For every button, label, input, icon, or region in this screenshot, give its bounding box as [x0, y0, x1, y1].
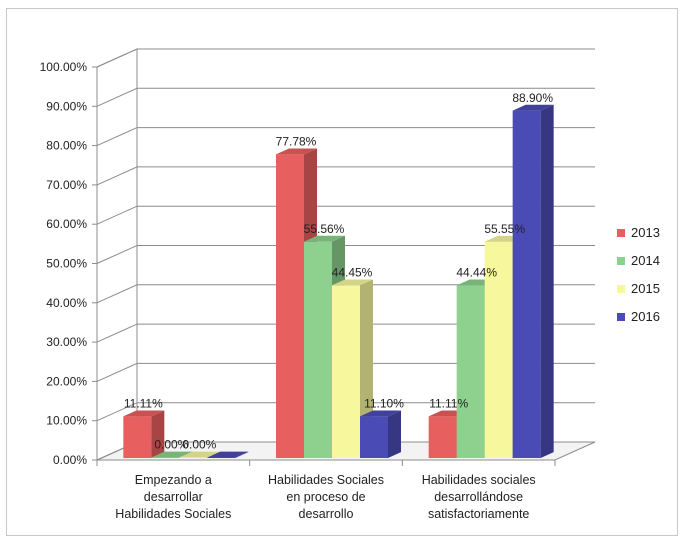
- data-label: 11.11%: [429, 396, 468, 410]
- bar-front: [512, 110, 541, 459]
- legend-swatch-2015: [617, 285, 625, 293]
- bar-side: [388, 410, 401, 458]
- y-tick-label: 0.00%: [53, 453, 87, 467]
- y-tick-label: 30.00%: [46, 335, 87, 349]
- y-tick-label: 20.00%: [46, 374, 87, 388]
- x-category-label: Empezando a: [135, 473, 212, 487]
- bar-top: [179, 451, 221, 458]
- gridline: [96, 284, 595, 304]
- bar-top: [512, 104, 554, 111]
- gridline: [96, 166, 595, 186]
- chart-svg: 0.00% 10.00% 20.00% 30.00% 40.00% 50.00% 60.00…: [40, 48, 660, 521]
- bar-top: [151, 451, 193, 458]
- bar-front: [151, 457, 180, 458]
- y-tick-label: 10.00%: [46, 414, 87, 428]
- legend-swatch-2014: [617, 257, 625, 265]
- bar-front: [179, 457, 208, 458]
- data-label: 77.78%: [276, 134, 317, 148]
- y-tick-label: 60.00%: [46, 217, 87, 231]
- y-tick-label: 50.00%: [46, 257, 87, 271]
- legend-swatch-2016: [617, 313, 625, 321]
- gridline: [96, 402, 595, 422]
- data-label: 88.90%: [512, 91, 553, 105]
- x-category-label: satisfactoriamente: [428, 507, 529, 521]
- bars: [123, 104, 554, 459]
- bar-front: [428, 416, 457, 458]
- data-label: 55.56%: [304, 222, 345, 236]
- x-category-label: Habilidades Sociales: [115, 507, 231, 521]
- y-axis: 0.00% 10.00% 20.00% 30.00% 40.00% 50.00% 60.00…: [40, 60, 97, 467]
- bar-side: [151, 410, 165, 458]
- y-tick-label: 70.00%: [46, 178, 87, 192]
- bar-front: [123, 416, 152, 458]
- y-tick-label: 80.00%: [46, 139, 87, 153]
- bar-side: [235, 451, 249, 458]
- gridline: [96, 48, 595, 68]
- bar-front: [207, 457, 236, 458]
- bar-top: [207, 451, 249, 458]
- data-label: 11.11%: [124, 396, 163, 410]
- y-tick-label: 100.00%: [40, 60, 88, 74]
- gridline: [96, 205, 595, 225]
- x-category-label: desarrollar: [144, 490, 203, 504]
- bar-2016-3: [512, 104, 554, 459]
- x-category-label: en proceso de: [286, 490, 365, 504]
- legend-label: 2014: [631, 253, 660, 268]
- bar-top: [360, 410, 401, 417]
- gridline: [96, 87, 595, 107]
- x-category-label: Habilidades sociales: [422, 473, 536, 487]
- gridlines: [96, 48, 595, 461]
- bar-front: [304, 241, 332, 458]
- legend: 2013 2014 2015 2016: [617, 225, 660, 324]
- x-category-label: Habilidades Sociales: [268, 473, 384, 487]
- gridline: [96, 362, 595, 382]
- gridline: [96, 245, 595, 264]
- bar-top: [332, 279, 373, 286]
- x-category-label: desarrollándose: [434, 490, 523, 504]
- bar-2016-1: [207, 451, 249, 458]
- data-labels: 11.11% 0.00%0.00% 77.78% 55.56% 44.45% 11.10%…: [124, 91, 553, 452]
- data-label: 44.44%: [456, 266, 497, 280]
- gridline: [96, 323, 595, 343]
- data-label: 11.10%: [364, 397, 404, 411]
- legend-label: 2016: [631, 309, 660, 324]
- legend-swatch-2013: [617, 229, 625, 237]
- y-tick-label: 90.00%: [46, 99, 87, 113]
- bar-front: [456, 285, 485, 458]
- bar-top: [276, 148, 317, 155]
- data-label: 55.55%: [484, 222, 525, 236]
- bar-2016-2: [360, 410, 401, 458]
- bar-top: [123, 410, 165, 417]
- bar-side: [540, 104, 554, 458]
- x-category-label: desarrollo: [299, 507, 354, 521]
- y-tick-label: 40.00%: [46, 296, 87, 310]
- legend-label: 2015: [631, 281, 660, 296]
- bar-2013-1: [123, 410, 165, 458]
- bar-front: [276, 154, 304, 459]
- data-label: 44.45%: [332, 265, 373, 279]
- bar-front: [360, 416, 388, 458]
- chart-frame: 0.00% 10.00% 20.00% 30.00% 40.00% 50.00% 60.00…: [6, 8, 678, 536]
- legend-label: 2013: [631, 225, 660, 240]
- data-label: 0.00%: [182, 438, 216, 452]
- bar-front: [484, 241, 513, 458]
- gridline: [96, 127, 595, 147]
- bar-top: [304, 235, 345, 242]
- x-axis: Empezando a desarrollar Habilidades Social…: [96, 459, 556, 521]
- bar-front: [332, 285, 360, 458]
- data-label: 0.00%: [154, 438, 188, 452]
